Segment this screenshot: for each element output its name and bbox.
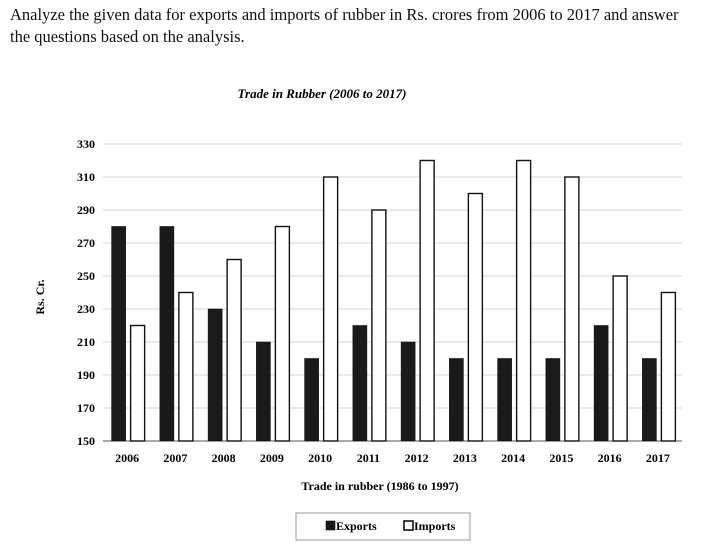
exports-bar-2007 xyxy=(159,226,175,442)
imports-bar-2016 xyxy=(612,275,628,442)
y-axis-label: Rs. Cr. xyxy=(33,279,47,314)
imports-bar-2014 xyxy=(515,159,532,442)
exports-bar-2006 xyxy=(111,226,126,442)
y-tick-label: 330 xyxy=(77,137,95,151)
legend-box xyxy=(295,512,471,541)
imports-bar-2015 xyxy=(564,176,580,442)
exports-bar-2014 xyxy=(497,358,512,442)
y-tick-label: 270 xyxy=(77,236,95,250)
y-tick-label: 290 xyxy=(77,203,95,217)
exports-bar-2009 xyxy=(256,341,271,442)
y-tick-label: 190 xyxy=(77,368,95,382)
exports-bar-2013 xyxy=(449,358,464,442)
x-tick-label: 2013 xyxy=(453,451,477,465)
x-tick-label: 2015 xyxy=(549,451,573,465)
imports-bar-2008 xyxy=(226,258,242,442)
x-tick-label: 2008 xyxy=(212,451,236,465)
x-tick-label: 2007 xyxy=(163,451,187,465)
x-tick-label: 2011 xyxy=(357,451,380,465)
exports-bar-2010 xyxy=(304,358,319,442)
imports-bar-2013 xyxy=(467,192,484,442)
legend-label: Exports xyxy=(336,519,377,533)
imports-bar-2017 xyxy=(660,291,677,442)
x-tick-label: 2009 xyxy=(260,451,284,465)
question-intro: Analyze the given data for exports and i… xyxy=(10,5,679,46)
x-axis-label: Trade in rubber (1986 to 1997) xyxy=(301,479,458,493)
imports-bar-2009 xyxy=(274,225,291,442)
legend-swatch xyxy=(325,520,336,531)
chart-title: Trade in Rubber (2006 to 2017) xyxy=(238,86,407,101)
legend-label: Imports xyxy=(414,519,456,533)
exports-bar-2011 xyxy=(352,325,368,442)
exports-bar-2016 xyxy=(593,325,609,442)
y-tick-label: 210 xyxy=(77,335,95,349)
exports-bar-2008 xyxy=(207,308,223,442)
exports-bar-2017 xyxy=(642,358,657,442)
x-tick-label: 2010 xyxy=(308,451,332,465)
y-tick-label: 150 xyxy=(77,434,95,448)
y-tick-label: 310 xyxy=(77,170,95,184)
imports-bar-2010 xyxy=(322,176,339,442)
y-tick-label: 170 xyxy=(77,401,95,415)
exports-bar-2012 xyxy=(400,341,416,442)
legend-swatch xyxy=(403,520,414,531)
imports-bar-2011 xyxy=(371,209,387,442)
legend: Exports Imports xyxy=(295,512,471,541)
imports-bar-2007 xyxy=(178,291,194,442)
imports-bar-2006 xyxy=(129,324,146,442)
exports-bar-2015 xyxy=(545,358,561,442)
x-tick-label: 2016 xyxy=(598,451,622,465)
x-tick-label: 2017 xyxy=(646,451,670,465)
x-tick-label: 2012 xyxy=(405,451,429,465)
y-tick-label: 250 xyxy=(77,269,95,283)
y-tick-label: 230 xyxy=(77,302,95,316)
x-tick-label: 2014 xyxy=(501,451,525,465)
imports-bar-2012 xyxy=(419,159,435,442)
x-tick-label: 2006 xyxy=(115,451,139,465)
